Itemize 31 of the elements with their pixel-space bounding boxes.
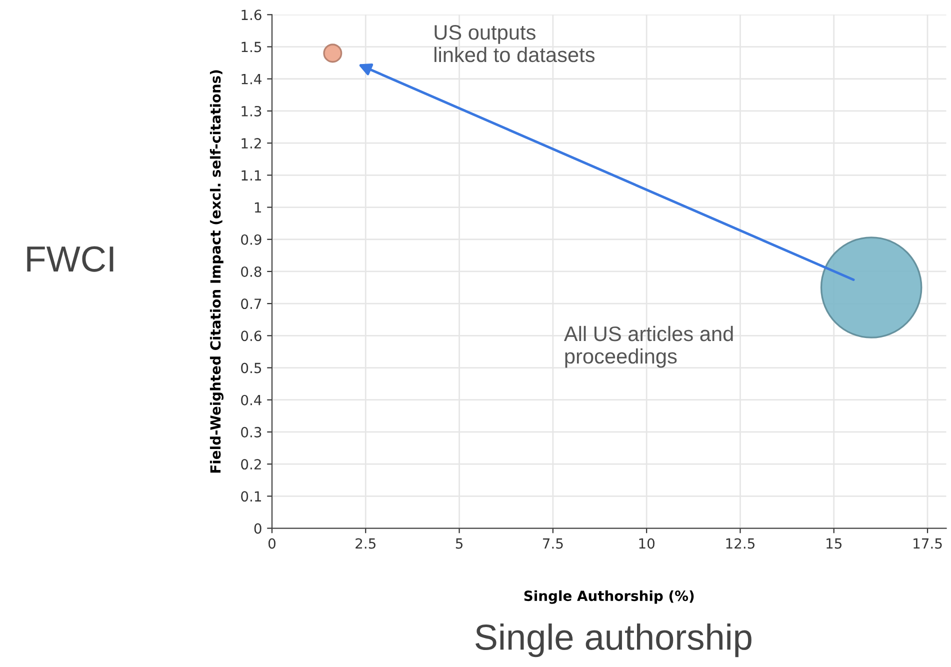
y-tick-label: 1.6 [242, 10, 262, 20]
x-tick-label: 12.5 [726, 538, 754, 549]
y-tick-label: 1.1 [242, 170, 261, 180]
y-tick-label: 1.5 [242, 42, 262, 52]
x-tick-label: 7.5 [543, 538, 563, 549]
y-tick-label: 0.4 [241, 394, 262, 406]
x-tick-label: 15 [826, 538, 842, 549]
y-tick-label: 1.4 [242, 74, 262, 84]
y-tick-label: 1.2 [242, 138, 261, 148]
x-tick-label: 2.5 [356, 538, 376, 549]
y-tick-label: 0.6 [241, 330, 262, 342]
annotation: US outputs linked to datasets [434, 24, 595, 62]
x-axis-title: Single Authorship (%) [524, 590, 694, 604]
y-tick-label: 1.3 [242, 106, 262, 116]
y-tick-label: 0.9 [241, 234, 262, 245]
y-tick-label: 0.7 [241, 298, 262, 310]
y-tick-label: 0.2 [241, 459, 261, 470]
text: Single authorship [476, 623, 752, 658]
x-tick-label: 5 [456, 538, 462, 549]
y-tick-label: 0.8 [241, 266, 262, 277]
y-tick-label: 0.1 [241, 491, 261, 502]
x-tick-label: 17.5 [914, 538, 942, 549]
y-tick-label: 0.3 [241, 426, 262, 438]
y-tick-label: 1 [254, 202, 261, 213]
x-tick-label: 10 [639, 538, 654, 549]
annotation: All US articles and proceedings [564, 326, 733, 368]
y-tick-label: 0 [254, 523, 262, 534]
text: FWCI [27, 246, 114, 272]
x-tick-label: 0 [268, 538, 276, 549]
y-tick-label: 0.5 [241, 362, 262, 374]
y-axis-title: Field-Weighted Citation Impact (excl. self-citations) [210, 70, 224, 473]
